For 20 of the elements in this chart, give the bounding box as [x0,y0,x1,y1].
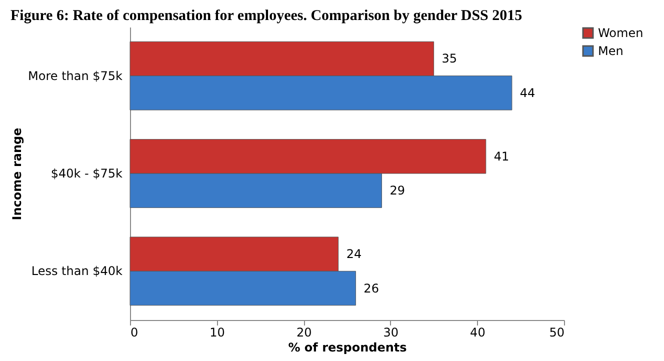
data-label: 26 [364,281,379,296]
legend-label: Women [598,26,644,40]
data-label: 41 [494,149,510,164]
x-tick-label: 10 [210,326,225,340]
data-label: 24 [346,247,362,262]
legend-label: Men [598,44,624,58]
data-label: 44 [520,86,536,100]
y-axis-title: Income range [10,128,24,220]
y-tick-label: More than $75k [28,68,123,83]
x-tick-label: 20 [296,326,312,340]
x-tick-label: 30 [383,326,399,340]
chart-title: Figure 6: Rate of compensation for employees. Comparison by gender DSS 2015 [10,8,522,24]
x-tick-label: 50 [549,326,564,340]
y-tick-label: Less than $40k [31,264,123,278]
x-axis-title: % of respondents [288,340,407,354]
x-tick-label: 40 [470,326,486,340]
data-label: 35 [442,52,458,66]
data-label: 29 [390,184,405,198]
y-tick-label: $40k - $75k [50,166,123,180]
x-tick-label: 0 [130,326,138,340]
